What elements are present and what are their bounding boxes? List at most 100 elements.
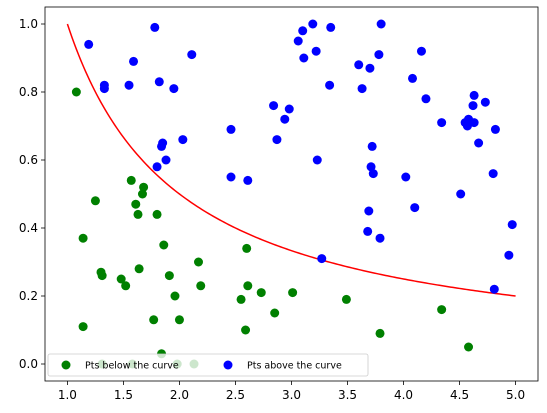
point-above-curve xyxy=(401,172,411,182)
point-above-curve xyxy=(421,94,431,104)
point-below-curve xyxy=(152,209,162,219)
point-below-curve xyxy=(236,294,246,304)
point-below-curve xyxy=(71,87,81,97)
point-below-curve xyxy=(194,257,203,267)
point-above-curve xyxy=(504,250,514,260)
point-below-curve xyxy=(170,291,180,301)
point-above-curve xyxy=(365,63,375,73)
point-above-curve xyxy=(150,22,160,32)
point-below-curve xyxy=(437,305,447,315)
point-above-curve xyxy=(507,220,517,230)
point-above-curve xyxy=(272,135,282,145)
curve-line xyxy=(66,23,516,297)
y-tick-label: 0.6 xyxy=(19,153,38,167)
point-below-curve xyxy=(137,189,147,199)
point-above-curve xyxy=(298,26,308,36)
point-below-curve xyxy=(243,281,253,291)
point-above-curve xyxy=(311,46,321,56)
legend-marker-below xyxy=(61,360,71,370)
point-above-curve xyxy=(366,162,376,172)
legend-box xyxy=(47,353,369,377)
x-axis-ticks: 1.0 1.5 2.0 2.5 3.0 3.5 4.0 4.5 5.0 xyxy=(58,381,525,402)
point-below-curve xyxy=(288,288,298,298)
point-above-curve xyxy=(468,101,478,111)
point-below-curve xyxy=(90,196,100,206)
point-above-curve xyxy=(169,84,179,94)
y-tick-label: 0.2 xyxy=(19,289,38,303)
point-above-curve xyxy=(243,175,253,185)
point-below-curve xyxy=(256,288,266,298)
point-below-curve xyxy=(242,243,252,253)
point-below-curve xyxy=(131,199,141,209)
point-below-curve xyxy=(133,209,143,219)
curve-layer xyxy=(66,23,516,297)
y-tick-label: 0.4 xyxy=(19,221,38,235)
x-tick-label: 2.5 xyxy=(226,388,245,402)
point-above-curve xyxy=(364,206,374,216)
point-above-curve xyxy=(374,50,384,60)
point-above-curve xyxy=(437,118,447,128)
point-below-curve xyxy=(375,328,385,338)
x-tick-label: 2.0 xyxy=(170,388,189,402)
point-above-curve xyxy=(284,104,294,114)
point-below-curve xyxy=(116,274,126,284)
point-above-curve xyxy=(488,169,498,179)
x-tick-label: 3.0 xyxy=(282,388,301,402)
point-below-curve xyxy=(134,264,144,274)
point-above-curve xyxy=(376,19,386,29)
y-axis-ticks: 0.0 0.2 0.4 0.6 0.8 1.0 xyxy=(19,17,45,371)
point-below-curve xyxy=(97,271,107,281)
point-below-curve xyxy=(196,281,206,291)
y-tick-label: 0.0 xyxy=(19,357,38,371)
x-tick-label: 3.5 xyxy=(338,388,357,402)
y-tick-label: 1.0 xyxy=(19,17,38,31)
point-above-curve xyxy=(312,155,322,165)
x-tick-label: 1.0 xyxy=(58,388,77,402)
legend-label-below: Pts below the curve xyxy=(85,361,179,372)
points-layer xyxy=(71,19,517,369)
x-tick-label: 4.0 xyxy=(394,388,413,402)
x-tick-label: 4.5 xyxy=(450,388,469,402)
point-above-curve xyxy=(99,84,109,94)
point-above-curve xyxy=(226,172,236,182)
point-below-curve xyxy=(78,233,88,243)
point-above-curve xyxy=(480,97,490,107)
point-below-curve xyxy=(174,315,184,325)
x-tick-label: 5.0 xyxy=(506,388,525,402)
point-above-curve xyxy=(84,39,94,49)
point-below-curve xyxy=(121,281,131,291)
point-below-curve xyxy=(464,342,474,352)
point-above-curve xyxy=(416,46,426,56)
point-above-curve xyxy=(357,84,367,94)
point-above-curve xyxy=(317,254,327,264)
x-tick-label: 1.5 xyxy=(114,388,133,402)
point-below-curve xyxy=(341,294,351,304)
point-above-curve xyxy=(368,169,378,179)
point-above-curve xyxy=(462,121,472,131)
point-above-curve xyxy=(469,90,479,100)
point-above-curve xyxy=(161,155,171,165)
point-above-curve xyxy=(226,124,236,134)
point-above-curve xyxy=(408,73,418,83)
point-below-curve xyxy=(241,325,251,335)
point-above-curve xyxy=(326,22,336,32)
legend-label-above: Pts above the curve xyxy=(247,361,342,372)
point-below-curve xyxy=(270,308,280,318)
point-above-curve xyxy=(367,141,377,151)
point-above-curve xyxy=(410,203,420,213)
point-above-curve xyxy=(293,36,303,46)
point-below-curve xyxy=(126,175,136,185)
point-above-curve xyxy=(299,53,309,63)
point-above-curve xyxy=(375,233,385,243)
legend-marker-above xyxy=(223,360,233,370)
point-below-curve xyxy=(159,240,169,250)
point-above-curve xyxy=(469,118,479,128)
point-above-curve xyxy=(187,50,197,60)
point-below-curve xyxy=(139,182,149,192)
point-above-curve xyxy=(456,189,466,199)
point-above-curve xyxy=(158,138,168,148)
point-above-curve xyxy=(363,226,373,236)
point-above-curve xyxy=(154,77,164,87)
